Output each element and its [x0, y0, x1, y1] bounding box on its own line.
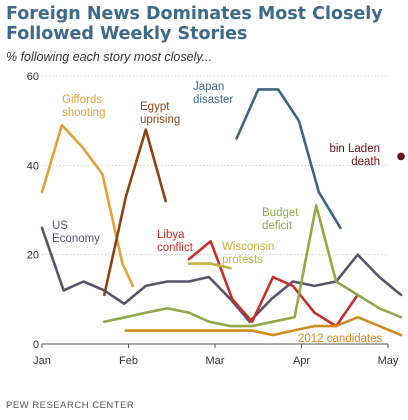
libya-conflict-label: Libya conflict: [157, 229, 194, 254]
series-labels: Giffords shooting Egypt uprising US Economy Ja…: [52, 81, 383, 345]
us-economy-line: [40, 226, 403, 324]
source-note: PEW RESEARCH CENTER: [6, 400, 135, 411]
x-tick-label: Mar: [206, 355, 225, 367]
2012-candidates-label: 2012 candidates: [298, 333, 383, 345]
libya-conflict-line: [187, 240, 360, 328]
budget-deficit-line: [103, 204, 403, 328]
y-tick-label: 40: [27, 160, 39, 172]
y-tick-label: 60: [27, 71, 39, 83]
wisconsin-protests-label: Wisconsin protests: [222, 241, 274, 266]
egypt-uprising-label: Egypt uprising: [140, 101, 180, 126]
wisconsin-protests-line: [187, 262, 232, 270]
x-tick-label: Feb: [119, 355, 138, 367]
us-economy-label: US Economy: [52, 220, 100, 245]
axes: 0 20 40 60 Jan Feb Mar Apr May: [27, 71, 399, 367]
x-tick-label: Jan: [33, 355, 51, 367]
japan-disaster-label: Japan disaster: [193, 81, 233, 106]
chart-title: Foreign News Dominates Most Closely Foll…: [6, 4, 383, 44]
egypt-uprising-line: [103, 128, 167, 297]
japan-disaster-line: [235, 88, 342, 230]
x-tick-label: May: [378, 355, 399, 367]
giffords-shooting-label: Giffords shooting: [62, 94, 105, 119]
chart-subtitle: % following each story most closely...: [6, 50, 213, 64]
bin-laden-death-label: bin Laden death: [329, 143, 380, 168]
bin-laden-death-point: [397, 152, 405, 161]
y-tick-label: 20: [27, 250, 39, 262]
giffords-shooting-line: [40, 123, 135, 288]
2012-candidates-line: [124, 315, 403, 337]
x-tick-label: Apr: [293, 355, 310, 367]
series-lines: [40, 88, 405, 337]
budget-deficit-label: Budget deficit: [262, 207, 299, 232]
y-tick-label: 0: [33, 339, 39, 351]
